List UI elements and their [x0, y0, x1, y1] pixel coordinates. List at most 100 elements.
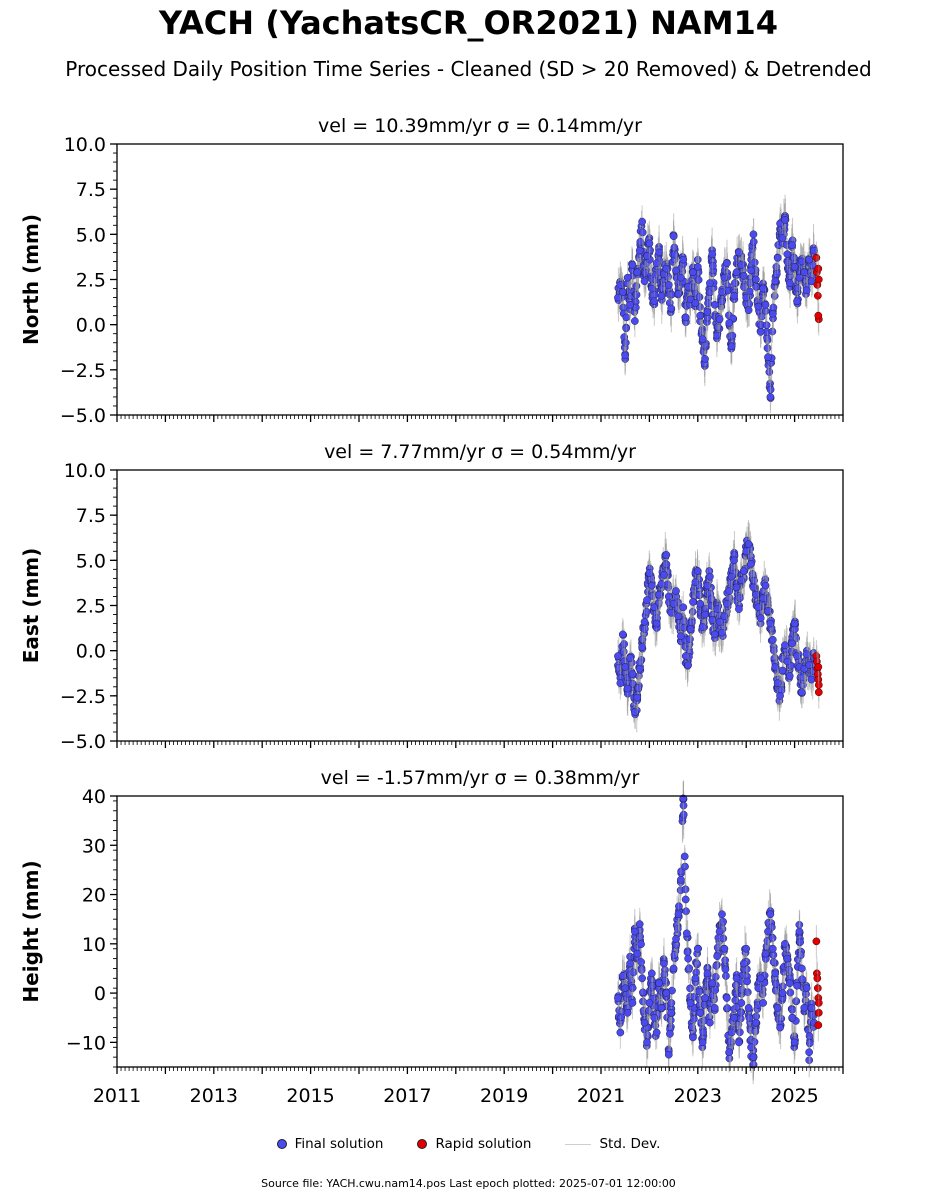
- legend-label-std: Std. Dev.: [599, 1136, 661, 1152]
- final-solution-point: [768, 944, 777, 953]
- final-solution-point: [708, 250, 717, 259]
- final-solution-point: [711, 986, 720, 994]
- final-solution-point: [785, 965, 793, 974]
- final-solution-point: [684, 282, 692, 291]
- main-title: YACH (YachatsCR_OR2021) NAM14: [158, 4, 779, 42]
- final-solution-point: [756, 614, 765, 622]
- final-solution-point: [721, 965, 730, 974]
- final-solution-point: [632, 290, 641, 299]
- final-solution-point: [788, 241, 797, 250]
- x-tick-label: 2025: [770, 1085, 818, 1107]
- final-solution-point: [769, 958, 778, 966]
- final-solution-point: [635, 664, 644, 673]
- final-solution-point: [686, 635, 694, 643]
- final-solution-point: [623, 273, 632, 282]
- x-tick-label: 2011: [93, 1085, 141, 1107]
- final-solution-point: [631, 927, 639, 936]
- final-solution-point: [643, 596, 651, 604]
- final-solution-point: [633, 268, 642, 277]
- final-solution-point: [750, 258, 759, 267]
- final-solution-point: [742, 944, 751, 953]
- final-solution-point: [635, 920, 644, 928]
- final-solution-point: [747, 266, 755, 275]
- final-solution-point: [725, 319, 734, 327]
- final-solution-point: [701, 610, 709, 619]
- final-solution-point: [682, 929, 691, 938]
- final-solution-point: [800, 268, 809, 277]
- final-solution-point: [713, 605, 722, 613]
- final-solution-point: [640, 1018, 649, 1027]
- final-solution-point: [616, 1028, 625, 1037]
- final-solution-point: [761, 581, 770, 590]
- panel-3: vel = -1.57mm/yr σ = 0.38mm/yr Height (mm…: [19, 767, 844, 1107]
- y-tick-label: −2.5: [60, 360, 106, 382]
- final-solution-point: [725, 587, 734, 595]
- final-solution-point: [722, 259, 731, 268]
- y-tick-label: −5.0: [60, 405, 106, 427]
- panel-title: vel = -1.57mm/yr σ = 0.38mm/yr: [321, 767, 640, 789]
- final-solution-point: [737, 576, 746, 585]
- final-solution-point: [810, 246, 818, 255]
- x-tick-label: 2023: [674, 1085, 722, 1107]
- final-solution-point: [662, 264, 671, 273]
- final-solution-point: [657, 291, 666, 300]
- final-solution-point: [805, 661, 813, 669]
- final-solution-point: [731, 279, 739, 287]
- final-solution-point: [629, 968, 638, 977]
- final-solution-point: [761, 300, 770, 309]
- final-solution-point: [759, 999, 767, 1007]
- final-solution-point: [785, 672, 794, 680]
- final-solution-point: [618, 288, 627, 296]
- final-solution-point: [681, 313, 690, 322]
- final-solution-point: [694, 276, 703, 284]
- final-solution-point: [686, 625, 695, 633]
- final-solution-point: [722, 972, 730, 980]
- final-solution-point: [650, 1013, 659, 1022]
- final-solution-point: [790, 1038, 799, 1047]
- final-solution-point: [695, 590, 704, 599]
- final-solution-point: [772, 270, 781, 278]
- final-solution-point: [747, 560, 755, 568]
- rapid-solution-point: [814, 663, 823, 671]
- panel-2: vel = 7.77mm/yr σ = 0.54mm/yr East (mm) −5…: [19, 441, 844, 753]
- final-solution-point: [706, 1018, 714, 1027]
- final-solution-point: [766, 393, 775, 401]
- final-solution-point: [745, 1014, 754, 1022]
- final-solution-point: [720, 944, 729, 953]
- final-solution-point: [744, 306, 753, 315]
- final-solution-point: [634, 684, 643, 692]
- final-solution-point: [727, 1028, 736, 1037]
- source-footer: Source file: YACH.cwu.nam14.pos Last epo…: [261, 1177, 676, 1190]
- final-solution-point: [669, 964, 678, 973]
- y-tick-label: 0.0: [76, 641, 106, 663]
- final-solution-point: [698, 623, 707, 632]
- final-solution-point: [718, 910, 726, 919]
- final-solution-point: [631, 708, 639, 716]
- final-solution-point: [795, 927, 804, 936]
- final-solution-point: [706, 279, 714, 287]
- final-solution-point: [800, 1004, 809, 1012]
- final-solution-point: [730, 291, 738, 300]
- y-tick-label: 7.5: [76, 505, 106, 527]
- y-axis-label: North (mm): [19, 214, 43, 345]
- final-solution-point: [645, 239, 654, 248]
- final-solution-point: [640, 277, 649, 286]
- final-solution-point: [647, 581, 656, 590]
- final-solution-point: [722, 599, 731, 608]
- final-solution-point: [768, 309, 777, 318]
- final-solution-point: [739, 567, 748, 576]
- final-solution-point: [614, 652, 622, 660]
- final-solution-point: [652, 1028, 661, 1037]
- y-tick-label: 5.0: [76, 550, 106, 572]
- final-solution-point: [715, 927, 724, 936]
- final-solution-point: [674, 612, 683, 621]
- final-solution-point: [638, 228, 647, 237]
- final-solution-point: [689, 1033, 697, 1042]
- final-solution-point: [662, 989, 671, 997]
- y-tick-label: 2.5: [76, 270, 106, 292]
- final-solution-point: [776, 1023, 784, 1032]
- final-solution-point: [773, 1004, 782, 1012]
- y-tick-label: 10.0: [64, 134, 106, 156]
- final-solution-point: [652, 619, 661, 628]
- final-solution-point: [737, 261, 746, 269]
